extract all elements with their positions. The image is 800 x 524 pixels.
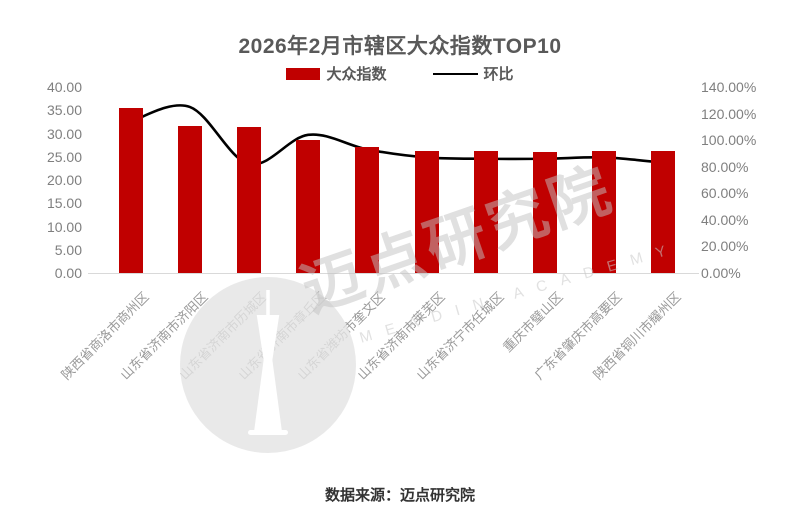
- right-axis-tick: 20.00%: [701, 238, 749, 255]
- bar-1: [118, 108, 143, 273]
- legend-item-bar: 大众指数: [286, 63, 387, 84]
- legend-label-bar: 大众指数: [326, 66, 387, 83]
- bar-9: [592, 150, 617, 273]
- left-axis: 40.00 35.00 30.00 25.00 20.00 15.00 10.00 5.00 0…: [0, 80, 82, 280]
- bar-3: [237, 126, 261, 273]
- left-axis-tick: 15.00: [46, 195, 82, 212]
- left-axis-tick: 30.00: [46, 125, 82, 142]
- bar-7: [473, 151, 498, 273]
- right-axis-tick: 120.00%: [701, 105, 757, 122]
- right-axis-tick: 60.00%: [701, 185, 749, 202]
- bar-legend-swatch-icon: [286, 67, 321, 80]
- bar-6: [414, 150, 439, 273]
- legend: 大众指数 环比: [0, 63, 800, 84]
- x-axis-line: [88, 273, 699, 274]
- right-axis-tick: 80.00%: [701, 158, 749, 175]
- ratio-line-series: [129, 104, 665, 166]
- bar-2: [177, 126, 202, 273]
- page-title: 2026年2月市辖区大众指数TOP10: [238, 35, 562, 58]
- bar-10: [651, 151, 676, 273]
- line-legend-swatch-icon: [432, 72, 478, 75]
- left-axis-tick: 25.00: [46, 148, 82, 165]
- source-note: 数据来源：迈点研究院: [324, 487, 475, 504]
- right-axis-tick: 40.00%: [701, 211, 749, 228]
- bar-8: [533, 151, 557, 273]
- bar-5: [355, 146, 380, 273]
- legend-label-line: 环比: [483, 66, 514, 83]
- left-axis-tick: 10.00: [46, 218, 82, 235]
- left-axis-tick: 5.00: [54, 241, 82, 258]
- left-axis-tick: 0.00: [54, 265, 82, 281]
- right-axis: 140.00% 120.00% 100.00% 80.00% 60.00% 40.00% 2…: [701, 80, 796, 280]
- right-axis-tick: 0.00%: [701, 265, 741, 281]
- left-axis-tick: 40.00: [46, 79, 82, 95]
- plot-area: [88, 87, 699, 274]
- right-axis-tick: 140.00%: [701, 79, 757, 95]
- x-axis-labels: 陕西省商洛市商州区 山东省济南市济阳区 山东省济南市历城区 山东省济南市章丘区 山东省潍…: [58, 273, 693, 433]
- bar-4: [296, 140, 321, 273]
- left-axis-tick: 35.00: [46, 102, 82, 119]
- right-axis-tick: 100.00%: [701, 132, 757, 149]
- left-axis-tick: 20.00: [46, 172, 82, 188]
- legend-item-line: 环比: [432, 63, 514, 84]
